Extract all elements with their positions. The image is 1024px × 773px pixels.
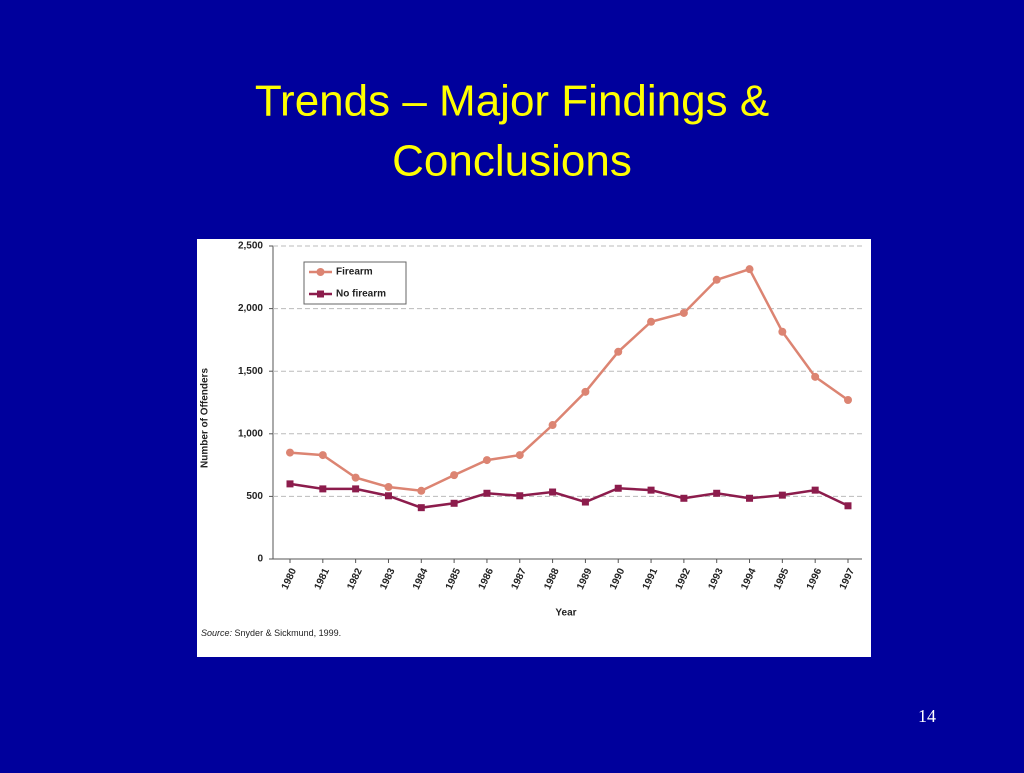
source-note: Source: Snyder & Sickmund, 1999. — [201, 628, 341, 638]
data-point — [417, 486, 426, 495]
data-point — [680, 494, 688, 502]
data-point — [351, 473, 360, 482]
data-point — [515, 451, 524, 460]
data-point — [614, 347, 623, 356]
data-point — [811, 486, 819, 494]
source-label: Source: — [201, 628, 233, 638]
data-point — [746, 494, 754, 502]
data-point — [450, 499, 458, 507]
data-point — [647, 486, 655, 494]
data-point — [450, 471, 459, 480]
data-point — [581, 387, 590, 396]
y-tick-label: 1,000 — [238, 428, 263, 439]
data-point — [745, 265, 754, 274]
data-point — [483, 489, 491, 497]
y-axis-label: Number of Offenders — [200, 368, 211, 468]
y-tick-label: 0 — [257, 554, 263, 565]
data-point — [319, 485, 327, 493]
data-point — [384, 483, 393, 492]
data-point — [844, 502, 852, 510]
data-point — [516, 492, 524, 500]
data-point — [713, 489, 721, 497]
data-point — [647, 317, 656, 326]
data-point — [679, 308, 688, 317]
page-number: 14 — [918, 706, 936, 726]
y-tick-label: 2,000 — [238, 303, 263, 314]
y-tick-label: 500 — [246, 491, 263, 502]
data-point — [548, 421, 557, 430]
data-point — [844, 395, 852, 404]
source-text: Snyder & Sickmund, 1999. — [235, 628, 342, 638]
series-line — [289, 267, 849, 493]
data-point — [482, 456, 491, 465]
data-point — [811, 372, 820, 381]
data-point — [614, 484, 622, 492]
data-point — [352, 485, 360, 493]
legend-label: No firearm — [336, 289, 386, 300]
legend-marker — [317, 290, 324, 298]
data-point — [417, 504, 425, 512]
data-point — [286, 480, 294, 488]
y-tick-label: 2,500 — [238, 241, 263, 252]
data-point — [549, 488, 557, 496]
legend-marker — [316, 268, 325, 276]
slide-title-line: Trends – Major Findings & — [255, 77, 769, 126]
x-axis-label: Year — [555, 608, 576, 619]
slide-title-line: Conclusions — [392, 137, 632, 186]
data-point — [778, 327, 787, 336]
y-tick-label: 1,500 — [238, 366, 263, 377]
chart-panel — [197, 239, 871, 657]
legend-label: Firearm — [336, 267, 373, 278]
data-point — [712, 275, 721, 284]
series-line — [289, 482, 849, 509]
chart: Number of Offenders Year Source: Snyder … — [200, 241, 862, 638]
data-point — [581, 498, 589, 506]
data-point — [318, 451, 327, 460]
data-point — [286, 448, 294, 457]
data-point — [384, 492, 392, 500]
data-point — [778, 491, 786, 499]
